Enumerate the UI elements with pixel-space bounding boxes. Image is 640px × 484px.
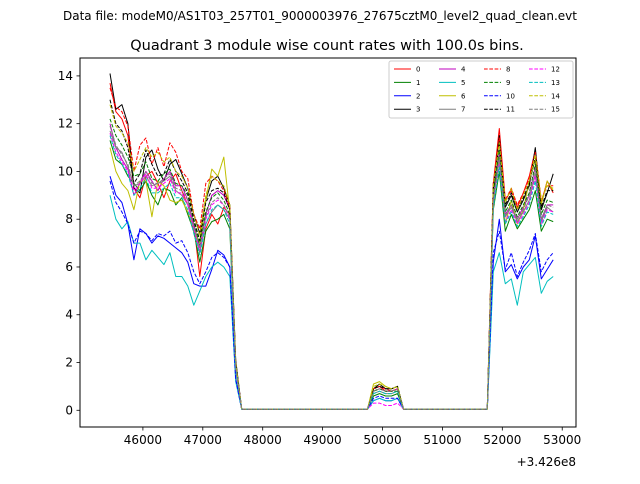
x-tick-label: 53000: [543, 433, 581, 447]
axes-background: [80, 58, 576, 427]
x-tick-label: 51000: [423, 433, 461, 447]
y-tick-label: 2: [65, 356, 73, 370]
y-tick-label: 0: [65, 403, 73, 417]
legend-label-3: 3: [416, 106, 420, 114]
x-tick-label: 52000: [483, 433, 521, 447]
x-tick-label: 47000: [184, 433, 222, 447]
axes-frame: [79, 57, 577, 428]
x-tick-label: 46000: [124, 433, 162, 447]
y-tick-label: 12: [58, 117, 73, 131]
legend-label-0: 0: [416, 66, 420, 74]
series-line-15: [109, 125, 554, 410]
legend-label-12: 12: [551, 66, 560, 74]
y-tick-label: 6: [65, 260, 73, 274]
y-tick-label: 14: [58, 69, 73, 83]
x-tick-label: 49000: [304, 433, 342, 447]
legend-label-15: 15: [551, 106, 560, 114]
y-tick-label: 4: [65, 308, 73, 322]
legend-label-2: 2: [416, 92, 420, 100]
legend-label-5: 5: [461, 79, 465, 87]
series-line-12: [109, 133, 554, 410]
y-tick-label: 8: [65, 212, 73, 226]
figure-suptitle: Data file: modeM0/AS1T03_257T01_90000039…: [63, 9, 577, 23]
y-axis: 0 2 4 6 8 10 12 14: [58, 69, 80, 417]
chart-title: Quadrant 3 module wise count rates with …: [130, 38, 524, 54]
legend-label-9: 9: [506, 79, 510, 87]
plot-area: [79, 57, 577, 428]
legend-frame: [388, 60, 574, 119]
x-offset-label: +3.426e8: [517, 455, 576, 469]
legend-label-10: 10: [506, 92, 515, 100]
x-tick-label: 48000: [244, 433, 282, 447]
legend-label-14: 14: [551, 92, 560, 100]
legend-label-6: 6: [461, 92, 466, 100]
series-line-13: [109, 135, 554, 410]
x-axis: 46000 47000 48000 49000 50000 51000 52000 53000: [124, 427, 581, 447]
legend-label-8: 8: [506, 66, 510, 74]
legend-label-13: 13: [551, 79, 560, 87]
legend-label-1: 1: [416, 79, 420, 87]
x-tick-label: 50000: [363, 433, 401, 447]
y-tick-label: 10: [58, 164, 73, 178]
legend-label-11: 11: [506, 106, 515, 114]
legend-label-7: 7: [461, 106, 465, 114]
series-lines: [109, 73, 554, 410]
legend-label-4: 4: [461, 66, 466, 74]
